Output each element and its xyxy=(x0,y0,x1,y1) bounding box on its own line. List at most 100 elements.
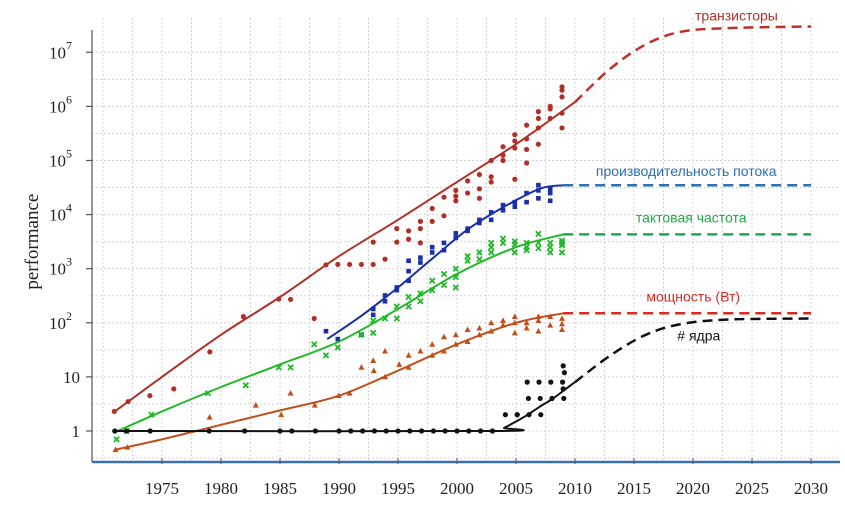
data-point xyxy=(559,94,565,100)
data-point xyxy=(148,411,155,418)
data-point xyxy=(464,252,471,260)
data-point xyxy=(429,244,435,250)
data-point xyxy=(524,199,529,205)
data-point xyxy=(358,331,365,339)
data-point xyxy=(452,284,460,291)
data-point xyxy=(477,220,482,226)
x-tick-label: 2000 xyxy=(440,479,474,498)
series-trend-line xyxy=(114,381,576,433)
data-point xyxy=(559,315,565,321)
data-point xyxy=(278,411,285,418)
data-point xyxy=(429,250,435,255)
y-tick-base: 10 xyxy=(49,152,66,171)
data-point xyxy=(547,190,553,196)
data-point xyxy=(538,412,544,418)
data-point xyxy=(252,401,259,408)
data-point xyxy=(535,109,542,115)
y-tick-label: 103 xyxy=(49,255,72,279)
data-point xyxy=(535,239,542,247)
data-point xyxy=(489,428,495,434)
data-point xyxy=(535,230,542,238)
x-tick-label: 1995 xyxy=(381,479,415,498)
data-point xyxy=(452,331,459,338)
data-point xyxy=(383,428,389,434)
data-point xyxy=(512,145,518,151)
y-tick-label: 10 xyxy=(63,368,80,387)
data-point xyxy=(465,190,471,196)
data-point xyxy=(535,125,542,131)
annotations: транзисторы производительность потока такт… xyxy=(596,7,778,343)
data-point xyxy=(406,278,411,284)
data-point xyxy=(488,179,494,185)
x-tick-label: 2005 xyxy=(499,479,533,498)
y-tick-label: 102 xyxy=(49,309,72,333)
y-tick-exponent: 7 xyxy=(66,38,72,52)
data-point xyxy=(487,249,495,256)
data-point xyxy=(124,444,131,450)
data-point xyxy=(441,333,447,340)
series-layer xyxy=(111,25,812,453)
data-point xyxy=(405,364,412,370)
data-point xyxy=(113,436,120,443)
data-point xyxy=(406,268,411,274)
data-point xyxy=(453,235,459,241)
data-point xyxy=(476,186,482,192)
data-point xyxy=(382,373,388,380)
data-point xyxy=(429,205,435,212)
series-1 xyxy=(111,25,812,415)
data-point xyxy=(370,306,376,312)
data-point xyxy=(453,187,459,194)
series-label: производительность потока xyxy=(596,163,777,179)
data-point xyxy=(406,236,412,242)
data-point xyxy=(358,261,364,268)
data-point xyxy=(454,428,460,434)
data-point xyxy=(453,198,459,204)
data-point xyxy=(511,313,518,320)
data-point xyxy=(358,364,365,370)
data-point xyxy=(394,239,400,245)
data-point xyxy=(547,313,554,320)
data-point xyxy=(417,226,423,232)
data-point xyxy=(559,320,565,327)
data-point xyxy=(511,319,518,326)
data-point xyxy=(547,322,554,328)
data-point xyxy=(546,249,554,256)
y-tick-base: 10 xyxy=(49,314,66,333)
data-point xyxy=(559,84,565,90)
data-point xyxy=(323,328,329,334)
data-point xyxy=(429,341,436,347)
data-point xyxy=(405,293,412,301)
data-point xyxy=(382,256,388,262)
data-point xyxy=(370,239,376,245)
data-point xyxy=(477,217,482,223)
y-tick-exponent: 4 xyxy=(66,201,72,215)
data-point xyxy=(428,277,436,284)
x-tick-label: 2010 xyxy=(558,479,592,498)
data-point xyxy=(535,313,542,320)
x-tick-label: 2030 xyxy=(794,479,828,498)
y-tick-exponent: 2 xyxy=(66,309,72,323)
data-point xyxy=(312,428,318,434)
data-point xyxy=(535,141,542,147)
data-point xyxy=(561,370,568,376)
data-point xyxy=(488,327,495,334)
data-point xyxy=(525,395,532,402)
data-point xyxy=(500,208,506,213)
data-point xyxy=(242,382,250,389)
x-tick-label: 2025 xyxy=(735,479,769,498)
data-point xyxy=(393,315,401,322)
data-point xyxy=(512,132,518,138)
data-point xyxy=(277,428,283,434)
data-point xyxy=(419,428,425,434)
data-point xyxy=(546,243,554,251)
y-tick-label: 106 xyxy=(49,92,72,116)
data-point xyxy=(535,317,542,323)
data-point xyxy=(429,218,435,224)
series-label: тактовая частота xyxy=(636,209,747,225)
data-point xyxy=(487,239,495,247)
data-point xyxy=(336,428,342,434)
data-point xyxy=(536,379,542,385)
data-point xyxy=(500,317,506,323)
data-point xyxy=(418,260,423,265)
data-point xyxy=(524,379,530,385)
